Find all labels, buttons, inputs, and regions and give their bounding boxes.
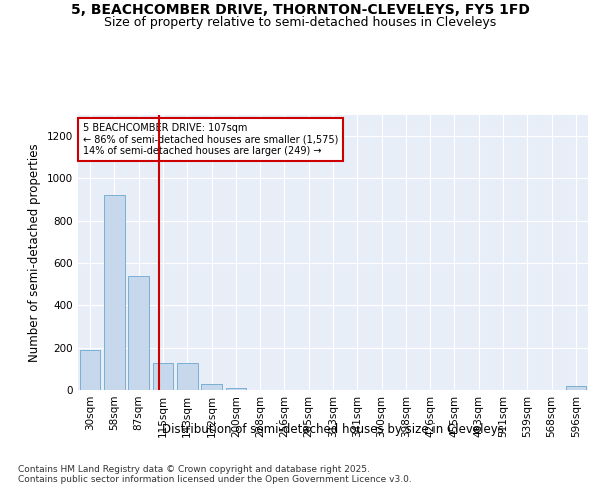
Bar — [177, 362, 197, 390]
Bar — [226, 388, 246, 390]
Text: Contains HM Land Registry data © Crown copyright and database right 2025.
Contai: Contains HM Land Registry data © Crown c… — [18, 465, 412, 484]
Text: 5 BEACHCOMBER DRIVE: 107sqm
← 86% of semi-detached houses are smaller (1,575)
14: 5 BEACHCOMBER DRIVE: 107sqm ← 86% of sem… — [83, 123, 338, 156]
Text: Size of property relative to semi-detached houses in Cleveleys: Size of property relative to semi-detach… — [104, 16, 496, 29]
Bar — [566, 386, 586, 390]
Text: 5, BEACHCOMBER DRIVE, THORNTON-CLEVELEYS, FY5 1FD: 5, BEACHCOMBER DRIVE, THORNTON-CLEVELEYS… — [71, 2, 529, 16]
Bar — [80, 350, 100, 390]
Y-axis label: Number of semi-detached properties: Number of semi-detached properties — [28, 143, 41, 362]
Bar — [152, 362, 173, 390]
Bar — [128, 276, 149, 390]
Bar — [201, 384, 222, 390]
Bar — [104, 196, 125, 390]
Text: Distribution of semi-detached houses by size in Cleveleys: Distribution of semi-detached houses by … — [162, 422, 504, 436]
